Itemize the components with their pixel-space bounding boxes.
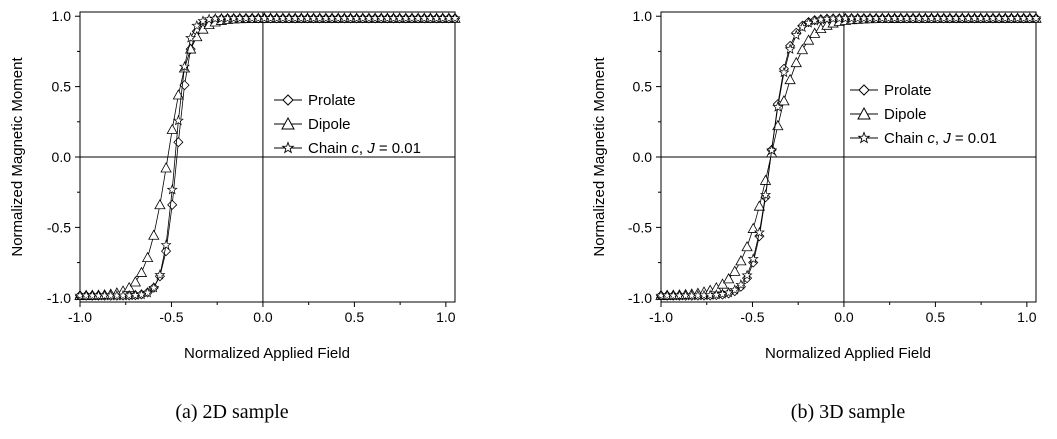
legend-label-dipole: Dipole — [308, 116, 351, 133]
legend-marker-diamond — [858, 84, 870, 96]
y-tick-label: -1.0 — [628, 290, 652, 306]
data-point-triangle — [166, 123, 178, 134]
x-tick-label: 1.0 — [436, 309, 456, 325]
data-point-star — [803, 17, 815, 28]
data-point-star — [790, 29, 802, 40]
data-point-star — [766, 144, 778, 156]
legend: Prolate Dipole Chain c, J = 0.01 — [850, 82, 997, 147]
y-tick-label: -0.5 — [628, 219, 652, 235]
data-point-star — [735, 278, 747, 290]
x-tick-label: 0.0 — [834, 309, 854, 325]
data-point-star — [172, 114, 184, 126]
data-point-triangle — [716, 278, 729, 289]
data-point-triangle — [753, 200, 766, 211]
caption-b: (b) 3D sample — [791, 401, 906, 423]
legend-marker-star — [857, 131, 871, 144]
data-point-star — [778, 66, 790, 78]
legend-label-prolate: Prolate — [308, 92, 356, 109]
legend-marker-diamond — [282, 94, 294, 106]
data-point-triangle — [747, 222, 759, 233]
legend-marker-triangle — [281, 116, 295, 130]
data-point-triangle — [141, 251, 154, 263]
y-axis-label: Normalized Magnetic Moment — [591, 57, 608, 257]
data-point-star — [154, 269, 166, 280]
y-tick-label: 0.0 — [52, 149, 72, 165]
legend-item-dipole: Dipole — [274, 116, 351, 133]
x-axis-label: Normalized Applied Field — [765, 345, 931, 362]
data-point-triangle — [772, 119, 784, 131]
data-point-star — [753, 226, 765, 238]
legend: Prolate Dipole Chain c, J = 0.01 — [274, 92, 421, 157]
panel-2d-sample: -1.0 -0.5 0.0 0.5 1.0 -1.0 -0.5 0.0 0.5 1.0 Norma… — [9, 8, 461, 423]
legend-label-chain: Chain c, J = 0.01 — [308, 140, 421, 157]
data-point-star — [148, 282, 160, 293]
data-point-triangle — [722, 273, 735, 284]
y-tick-label: 0.0 — [633, 149, 653, 165]
data-point-triangle — [796, 43, 809, 55]
data-point-triangle — [784, 73, 796, 85]
data-point-diamond — [173, 137, 184, 148]
y-tick-label: 1.0 — [52, 8, 72, 24]
data-point-triangle — [735, 255, 747, 266]
legend-item-chain: Chain c, J = 0.01 — [850, 130, 997, 147]
x-tick-label: -1.0 — [649, 309, 673, 325]
x-tick-label: 0.0 — [253, 309, 273, 325]
data-point-triangle — [148, 229, 160, 240]
data-point-triangle — [160, 162, 172, 173]
data-point-star — [178, 60, 191, 72]
x-tick-label: -0.5 — [159, 309, 183, 325]
data-point-triangle — [802, 34, 815, 45]
data-point-star — [185, 32, 197, 43]
data-point-diamond — [161, 246, 172, 257]
y-axis-label: Normalized Magnetic Moment — [9, 57, 26, 257]
y-tick-label: -1.0 — [47, 290, 71, 306]
legend-marker-triangle — [857, 106, 871, 120]
x-tick-label: 0.5 — [926, 309, 946, 325]
legend-item-chain: Chain c, J = 0.01 — [274, 140, 421, 157]
data-point-star — [784, 43, 796, 55]
data-point-triangle — [778, 95, 790, 106]
data-point-star — [1030, 12, 1042, 24]
data-point-triangle — [790, 56, 802, 68]
panel-3d-sample: -1.0 -0.5 0.0 0.5 1.0 -1.0 -0.5 0.0 0.5 1.0 Norma… — [591, 8, 1042, 423]
data-point-star — [759, 189, 772, 200]
legend-marker-star — [281, 141, 295, 154]
data-point-diamond — [179, 80, 190, 91]
legend-item-dipole: Dipole — [850, 106, 927, 123]
data-point-triangle — [741, 240, 753, 252]
legend-label-dipole: Dipole — [884, 106, 927, 123]
chart-marks — [655, 12, 1042, 302]
data-point-star — [772, 101, 784, 112]
legend-label-prolate: Prolate — [884, 82, 932, 99]
data-point-triangle — [759, 174, 772, 185]
data-point-star — [449, 12, 461, 24]
axis-ticks: -1.0 -0.5 0.0 0.5 1.0 -1.0 -0.5 0.0 0.5 1.0 — [47, 8, 456, 325]
legend-label-chain: Chain c, J = 0.01 — [884, 130, 997, 147]
chart-marks — [74, 12, 461, 302]
data-point-star — [166, 183, 178, 195]
x-tick-label: 0.5 — [345, 309, 365, 325]
y-tick-label: 0.5 — [52, 79, 72, 95]
data-point-triangle — [129, 276, 142, 287]
legend-item-prolate: Prolate — [850, 82, 932, 99]
x-axis-label: Normalized Applied Field — [184, 345, 350, 362]
x-tick-label: -0.5 — [740, 309, 764, 325]
caption-a: (a) 2D sample — [175, 401, 288, 423]
data-point-triangle — [154, 198, 166, 210]
data-point-star — [741, 269, 753, 281]
data-point-triangle — [135, 266, 148, 277]
data-point-diamond — [167, 199, 178, 210]
y-tick-label: -0.5 — [47, 219, 71, 235]
x-tick-label: 1.0 — [1017, 309, 1037, 325]
x-tick-label: -1.0 — [68, 309, 92, 325]
y-tick-label: 1.0 — [633, 8, 653, 24]
y-tick-label: 0.5 — [633, 79, 653, 95]
data-point-star — [160, 239, 172, 250]
axis-ticks: -1.0 -0.5 0.0 0.5 1.0 -1.0 -0.5 0.0 0.5 1.0 — [628, 8, 1037, 325]
data-point-star — [747, 253, 759, 264]
data-point-triangle — [729, 265, 741, 276]
legend-item-prolate: Prolate — [274, 92, 356, 109]
data-point-star — [723, 286, 735, 298]
